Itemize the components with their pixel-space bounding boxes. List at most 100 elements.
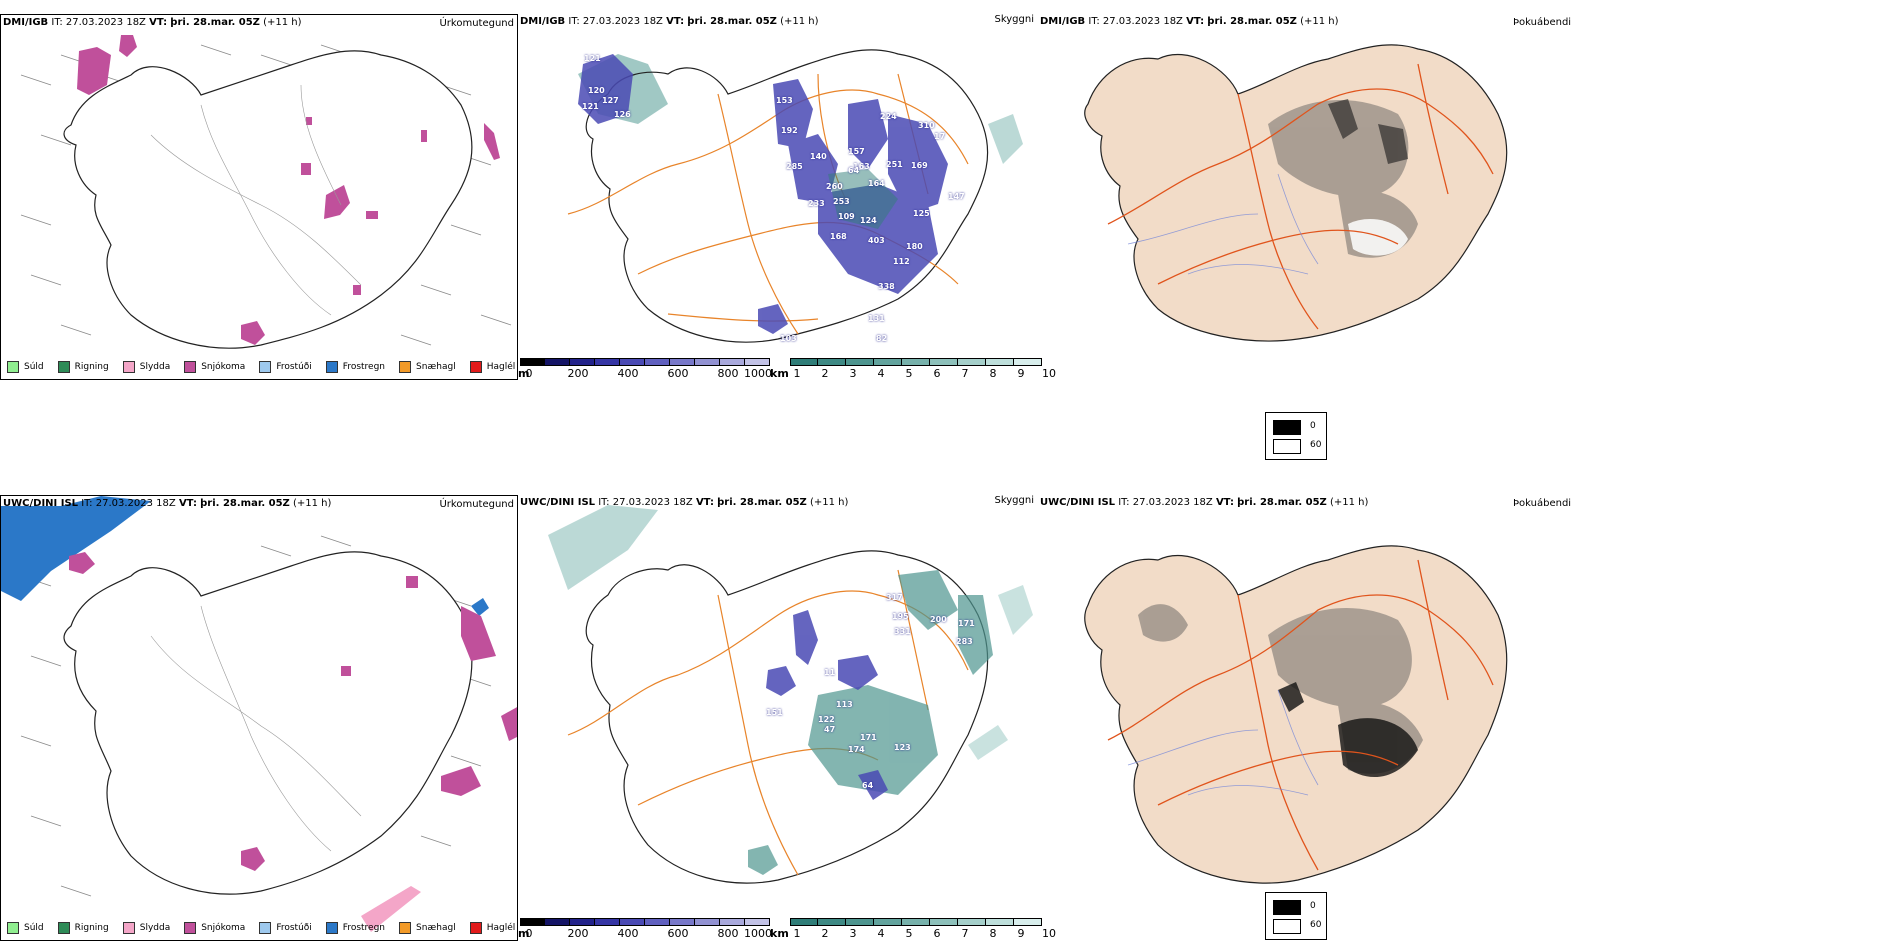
fog-panel-dmi: DMI/IGB IT: 27.03.2023 18Z VT: þri. 28.m… [1038,14,1900,380]
cloud-height-label: 283 [956,637,973,646]
cloud-height-label: 113 [836,700,853,709]
cloud-height-label: 64 [848,166,860,175]
legend-item-snaehagl: Snæhagl [399,922,456,934]
legend-item-suld: Súld [7,361,44,373]
panel-title: Úrkomutegund [439,499,514,510]
height-ticks: 0 200 400 600 800 1000 [525,927,773,940]
legend-item-slydda: Slydda [122,922,170,934]
fog-map-dmi [1084,44,1508,342]
panel-header: DMI/IGB IT: 27.03.2023 18Z VT: þri. 28.m… [1040,16,1339,27]
cloud-height-label: 169 [911,161,928,170]
cloud-height-label: 131 [868,314,885,323]
height-unit: m [518,367,530,380]
legend-item-snjokoma: Snjókoma [184,361,245,373]
height-colorbar-dmi [520,358,770,366]
cloud-height-label: 317 [886,593,903,602]
cloud-height-label: 47 [824,725,836,734]
cloud-height-label: 403 [868,236,885,245]
panel-title: Þokuábendi [1513,498,1572,509]
legend-item-frostregn: Frostregn [325,361,385,373]
cloud-height-label: 11 [824,668,836,677]
panel-header: UWC/DINI ISL IT: 27.03.2023 18Z VT: þri.… [1040,497,1369,508]
legend-item-rigning: Rigning [57,361,109,373]
visibility-ticks: 1 2 3 4 5 6 7 8 9 10 [793,927,1057,940]
cloud-height-label: 171 [860,733,877,742]
cloud-height-label: 140 [810,152,827,161]
cloud-height-label: 195 [892,612,909,621]
cloud-height-label: 163 [853,162,870,171]
legend-item-suld: Súld [7,922,44,934]
height-unit: m [518,927,530,940]
cloud-height-label: 127 [602,96,619,105]
cloud-height-label: 147 [948,192,965,201]
height-ticks: 0 200 400 600 800 1000 [525,367,773,380]
height-colorbar-uwc [520,918,770,926]
cloud-height-label: 164 [868,179,885,188]
cloud-height-label: 174 [848,745,865,754]
cloud-height-label: 171 [958,619,975,628]
cloud-height-label: 285 [786,162,803,171]
cloud-height-labels: 317 195 331 200 171 283 11 113 122 151 47 171 174 123… [518,495,1038,915]
precip-legend: Súld Rigning Slydda Snjókoma Frostúði Fr… [7,361,517,373]
cloud-height-label: 112 [893,257,910,266]
cloud-height-label: 123 [894,743,911,752]
fog-map-uwc [1084,545,1508,884]
cloud-height-label: 224 [880,112,897,121]
visibility-map-uwc [548,505,1033,884]
cloud-height-labels: 121 120 121 127 126 153 192 285 140 157 163 260 253 2… [518,14,1038,380]
fog-key-uwc: 0 60 [1265,892,1327,940]
cloud-height-label: 82 [876,334,888,343]
visibility-panel-dmi: DMI/IGB IT: 27.03.2023 18Z VT: þri. 28.m… [518,14,1038,380]
legend-item-slydda: Slydda [122,361,170,373]
panel-title: Skyggni [994,495,1034,506]
cloud-height-label: 103 [780,334,797,343]
precip-type-panel-dmi: DMI/IGB IT: 27.03.2023 18Z VT: þri. 28.m… [0,14,518,380]
cloud-height-label: 121 [582,102,599,111]
panel-header: UWC/DINI ISL IT: 27.03.2023 18Z VT: þri.… [3,498,332,509]
visibility-colorbar-dmi [790,358,1042,366]
cloud-height-label: 122 [818,715,835,724]
visibility-map-dmi [567,49,1023,343]
cloud-height-label: 109 [838,212,855,221]
cloud-height-label: 151 [766,708,783,717]
visibility-panel-uwc: UWC/DINI ISL IT: 27.03.2023 18Z VT: þri.… [518,495,1038,915]
cloud-height-label: 124 [860,216,877,225]
panel-title: Þokuábendi [1513,17,1572,28]
panel-header: UWC/DINI ISL IT: 27.03.2023 18Z VT: þri.… [520,497,849,508]
iceland-outline-dmi-left [63,50,473,349]
cloud-height-label: 64 [862,781,874,790]
visibility-colorbar-uwc [790,918,1042,926]
legend-item-frostregn: Frostregn [325,922,385,934]
cloud-height-label: 157 [848,147,865,156]
legend-item-frostudi: Frostúði [259,361,312,373]
cloud-height-label: 121 [584,54,601,63]
cloud-height-label: 120 [588,86,605,95]
cloud-height-label: 233 [808,199,825,208]
panel-title: Skyggni [994,14,1034,25]
visibility-ticks: 1 2 3 4 5 6 7 8 9 10 [793,367,1057,380]
cloud-height-label: 338 [878,282,895,291]
iceland-outline-uwc-left [63,551,473,895]
legend-item-rigning: Rigning [57,922,109,934]
visibility-unit: km [770,367,789,380]
cloud-height-label: 180 [906,242,923,251]
cloud-height-label: 126 [614,110,631,119]
panel-title: Úrkomutegund [439,18,514,29]
precip-map-dmi [20,35,512,349]
panel-header: DMI/IGB IT: 27.03.2023 18Z VT: þri. 28.m… [3,17,302,28]
cloud-height-label: 331 [894,627,911,636]
cloud-height-label: 153 [776,96,793,105]
cloud-height-label: 17 [934,132,946,141]
legend-item-snjokoma: Snjókoma [184,922,245,934]
cloud-height-label: 125 [913,209,930,218]
precip-legend: Súld Rigning Slydda Snjókoma Frostúði Fr… [7,922,517,934]
precip-map-uwc [1,496,517,932]
legend-item-haglel: Haglél [469,361,515,373]
fog-panel-uwc: UWC/DINI ISL IT: 27.03.2023 18Z VT: þri.… [1038,495,1900,915]
visibility-unit: km [770,927,789,940]
legend-item-frostudi: Frostúði [259,922,312,934]
fog-key-dmi: 0 60 [1265,412,1327,460]
legend-item-haglel: Haglél [469,922,515,934]
cloud-height-label: 251 [886,160,903,169]
panel-header: DMI/IGB IT: 27.03.2023 18Z VT: þri. 28.m… [520,16,819,27]
